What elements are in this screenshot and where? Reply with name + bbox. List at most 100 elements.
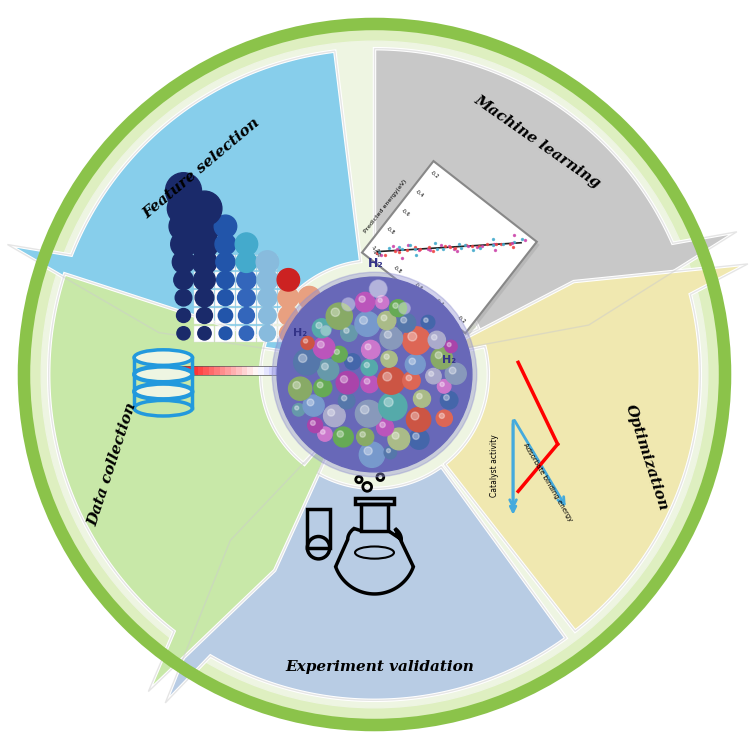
Circle shape	[237, 289, 255, 306]
Circle shape	[389, 300, 407, 317]
Polygon shape	[49, 274, 345, 691]
Bar	[257, 291, 277, 306]
Circle shape	[384, 331, 392, 339]
Circle shape	[258, 288, 277, 307]
Bar	[198, 366, 204, 374]
Circle shape	[436, 410, 452, 426]
Bar	[278, 273, 298, 288]
Circle shape	[218, 309, 233, 323]
Circle shape	[440, 382, 444, 386]
Circle shape	[235, 233, 258, 255]
Circle shape	[321, 430, 325, 434]
Circle shape	[388, 428, 410, 450]
Bar	[257, 326, 277, 342]
Text: -0.8: -0.8	[385, 226, 395, 236]
Circle shape	[380, 327, 402, 349]
Circle shape	[377, 312, 395, 330]
Bar	[194, 326, 214, 342]
Bar	[215, 326, 235, 342]
Circle shape	[331, 308, 339, 316]
Circle shape	[437, 380, 451, 393]
Circle shape	[378, 298, 382, 303]
Text: H₂: H₂	[443, 354, 456, 365]
Bar	[320, 308, 340, 324]
Bar	[236, 255, 256, 270]
Ellipse shape	[134, 350, 192, 366]
Bar	[176, 366, 181, 374]
Polygon shape	[422, 264, 748, 631]
Bar	[280, 366, 286, 374]
Circle shape	[321, 363, 328, 370]
Circle shape	[311, 421, 315, 425]
Circle shape	[407, 407, 431, 431]
Bar	[194, 291, 214, 306]
Bar	[275, 366, 280, 374]
Bar	[297, 366, 303, 374]
Circle shape	[381, 315, 387, 321]
Circle shape	[277, 269, 300, 291]
Circle shape	[319, 304, 342, 327]
Bar	[231, 366, 237, 374]
Text: Feature selection: Feature selection	[140, 115, 262, 221]
Circle shape	[421, 315, 435, 329]
Circle shape	[377, 419, 393, 436]
Circle shape	[196, 308, 213, 324]
Ellipse shape	[134, 367, 192, 383]
Circle shape	[341, 376, 348, 383]
Bar	[236, 291, 256, 306]
Circle shape	[177, 309, 190, 322]
Circle shape	[177, 327, 190, 340]
Circle shape	[413, 433, 419, 440]
Circle shape	[383, 372, 392, 381]
Circle shape	[408, 332, 416, 341]
Circle shape	[361, 360, 377, 376]
Bar	[220, 366, 225, 374]
Bar	[330, 366, 336, 374]
Circle shape	[321, 325, 331, 336]
Circle shape	[336, 372, 359, 394]
Circle shape	[357, 428, 374, 446]
Circle shape	[364, 447, 372, 455]
Bar	[320, 326, 340, 342]
Polygon shape	[166, 417, 566, 703]
Bar	[242, 366, 247, 374]
Bar	[253, 366, 258, 374]
Circle shape	[360, 442, 384, 467]
Circle shape	[217, 290, 234, 306]
Circle shape	[273, 273, 476, 477]
Circle shape	[447, 342, 451, 347]
Circle shape	[303, 339, 308, 343]
Text: -1.0: -1.0	[371, 249, 381, 258]
Circle shape	[24, 24, 725, 725]
Circle shape	[431, 335, 437, 340]
Circle shape	[411, 412, 419, 420]
Polygon shape	[374, 49, 737, 356]
Circle shape	[364, 378, 370, 384]
Circle shape	[299, 305, 320, 326]
Bar	[270, 366, 275, 374]
Text: -0.6: -0.6	[400, 207, 410, 217]
Circle shape	[342, 395, 347, 401]
Bar	[194, 255, 214, 270]
Circle shape	[355, 292, 374, 312]
Bar	[356, 498, 393, 504]
Circle shape	[348, 357, 353, 362]
Circle shape	[440, 392, 458, 409]
Bar	[286, 366, 291, 374]
Circle shape	[278, 287, 299, 308]
Circle shape	[445, 340, 457, 353]
Circle shape	[171, 231, 196, 257]
Circle shape	[216, 271, 234, 288]
Bar	[257, 273, 277, 288]
Bar	[194, 308, 214, 324]
Bar	[291, 366, 297, 374]
Circle shape	[167, 192, 200, 225]
Bar	[264, 366, 270, 374]
Circle shape	[216, 252, 235, 272]
Bar	[299, 308, 319, 324]
Circle shape	[318, 341, 324, 348]
Bar	[215, 291, 235, 306]
Circle shape	[398, 303, 410, 315]
Bar	[278, 291, 298, 306]
Circle shape	[392, 303, 398, 309]
